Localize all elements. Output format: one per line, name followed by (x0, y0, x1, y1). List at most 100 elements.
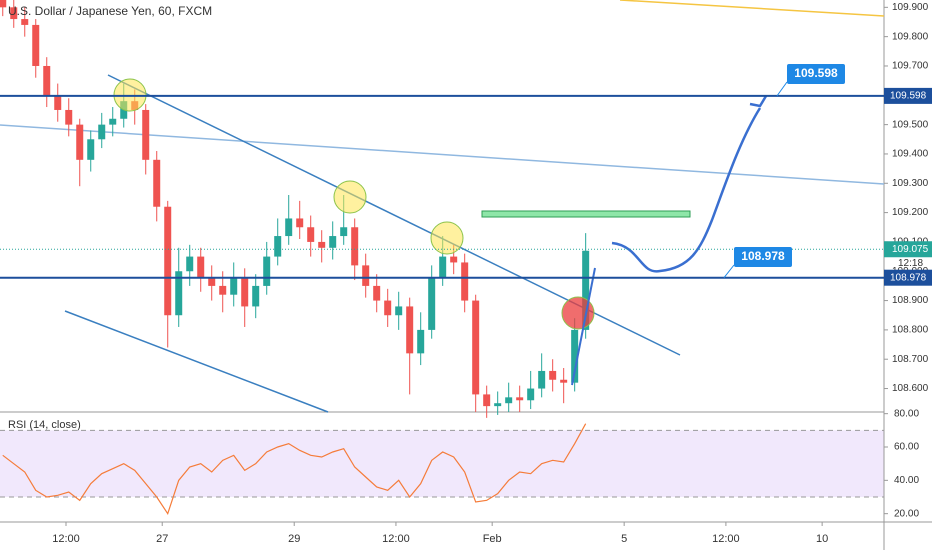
candle-body (197, 256, 205, 278)
y-tick-label: 108.700 (892, 354, 929, 365)
candle-body (362, 265, 370, 286)
y-tick-label: 109.900 (892, 2, 929, 13)
candle-body (318, 241, 326, 248)
y-tick-label: 20.00 (894, 508, 919, 519)
highlight-circle (333, 180, 367, 214)
x-tick-label: Feb (483, 533, 502, 545)
breakout-circle (561, 296, 595, 330)
candle-body (0, 0, 7, 8)
candles (0, 0, 590, 418)
last-price-box (884, 241, 932, 258)
y-tick-label: 109.200 (892, 207, 929, 218)
candle-body (87, 139, 95, 160)
y-tick-label: 60.00 (894, 442, 919, 453)
callout-label: 109.598 (794, 66, 838, 80)
rsi-panel (0, 429, 884, 498)
candle-body (164, 206, 172, 316)
indicator-legend: RSI (14, close) (8, 419, 81, 431)
candle-body (560, 379, 568, 383)
candle-body (208, 277, 216, 286)
candle-body (538, 370, 546, 389)
level-axis-box (884, 87, 932, 104)
candle-body (483, 394, 491, 407)
callout-box (734, 247, 792, 267)
candle-body (219, 285, 227, 295)
candle-body (439, 256, 447, 278)
y-tick-label: 109.800 (892, 31, 929, 42)
candle-body (472, 300, 480, 395)
x-tick-label: 12:00 (382, 533, 410, 545)
candle-body (406, 306, 414, 354)
candle-body (142, 109, 150, 160)
candle-body (461, 262, 469, 301)
candle-body (450, 256, 458, 263)
candle-body (109, 118, 117, 125)
candle-body (54, 95, 62, 110)
candle-body (384, 300, 392, 316)
candle-body (175, 271, 183, 316)
candle-body (296, 218, 304, 228)
x-tick-label: 5 (621, 533, 627, 545)
candle-body (582, 250, 590, 330)
rsi-band (0, 430, 884, 497)
candle-body (329, 236, 337, 248)
arrow-head (749, 95, 768, 108)
level-axis-label: 108.978 (890, 272, 927, 283)
rsi-line (2, 423, 587, 516)
y-tick-label: 108.600 (892, 383, 929, 394)
y-tick-label: 109.300 (892, 178, 929, 189)
candle-body (274, 236, 282, 257)
candle-body (494, 403, 502, 407)
candle-body (505, 397, 513, 404)
x-tick-label: 10 (816, 533, 828, 545)
candle-body (43, 65, 51, 96)
candle-body (285, 218, 293, 237)
level-axis-box (884, 269, 932, 286)
highlight-circle (430, 221, 464, 255)
candle-body (417, 329, 425, 354)
candle-body (186, 256, 194, 272)
y-tick-label: 108.900 (892, 295, 929, 306)
trend-line (619, 0, 885, 17)
candle-body (241, 277, 249, 307)
candle-body (340, 227, 348, 237)
target-zone (481, 210, 691, 218)
x-tick-label: 27 (156, 533, 168, 545)
candle-body (428, 277, 436, 330)
callout-leader (723, 264, 735, 279)
candle-body (98, 124, 106, 140)
candle-body (10, 7, 18, 20)
channel-line (64, 310, 329, 413)
last-price-label: 109.075 (892, 244, 929, 255)
candle-body (527, 388, 535, 401)
candle-body (549, 370, 557, 380)
candle-body (32, 24, 40, 66)
x-tick-label: 29 (288, 533, 300, 545)
candle-body (230, 277, 238, 295)
candle-body (373, 285, 381, 301)
candle-body (307, 227, 315, 242)
callout-label: 108.978 (741, 249, 785, 263)
y-tick-label: 108.800 (892, 325, 929, 336)
candle-body (571, 329, 579, 383)
callout-leader (776, 81, 788, 97)
x-tick-label: 12:00 (712, 533, 740, 545)
y-tick-label: 109.700 (892, 61, 929, 72)
callout-box (787, 64, 845, 84)
candle-body (263, 256, 271, 286)
level-axis-label: 109.598 (890, 91, 927, 102)
candle-body (65, 109, 73, 125)
chart-title: U.S. Dollar / Japanese Yen, 60, FXCM (8, 4, 212, 18)
x-tick-label: 12:00 (52, 533, 80, 545)
candle-body (21, 19, 29, 25)
candle-body (395, 306, 403, 316)
candle-body (351, 227, 359, 266)
candle-body (252, 285, 260, 307)
y-tick-label: 109.400 (892, 149, 929, 160)
y-tick-label: 40.00 (894, 475, 919, 486)
candle-body (76, 124, 84, 160)
projection-line (571, 267, 596, 386)
projection-arrow (611, 107, 762, 273)
y-tick-label: 109.500 (892, 119, 929, 130)
